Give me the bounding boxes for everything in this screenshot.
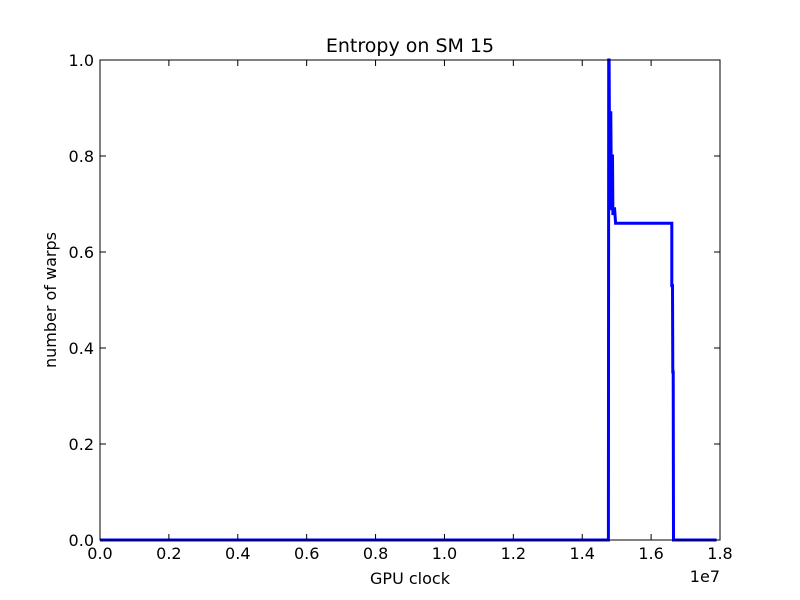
- y-tick-label: 1.0: [69, 51, 94, 70]
- x-axis-offset-label: 1e7: [690, 567, 720, 586]
- y-axis: 0.0 0.2 0.4 0.6 0.8 1.0: [69, 51, 720, 550]
- x-axis: 0.0 0.2 0.4 0.6 0.8 1.0 1.2 1.4 1.6 1.8: [87, 60, 733, 563]
- y-tick-label: 0.0: [69, 531, 94, 550]
- y-tick-label: 0.4: [69, 339, 94, 358]
- series-layer: [100, 58, 717, 542]
- x-tick-label: 1.4: [569, 544, 594, 563]
- x-tick-label: 0.2: [156, 544, 181, 563]
- x-tick-label: 1.2: [501, 544, 526, 563]
- x-tick-label: 0.8: [363, 544, 388, 563]
- plot-frame: [99, 59, 721, 541]
- x-tick-label: 1.6: [638, 544, 663, 563]
- y-tick-label: 0.2: [69, 435, 94, 454]
- plot-area: [100, 60, 720, 540]
- chart-title: Entropy on SM 15: [326, 35, 494, 57]
- x-tick-label: 0.4: [225, 544, 250, 563]
- x-tick-label: 1.0: [432, 544, 457, 563]
- x-tick-label: 0.0: [87, 544, 112, 563]
- x-tick-label: 0.6: [294, 544, 319, 563]
- y-tick-label: 0.8: [69, 147, 94, 166]
- x-axis-title: GPU clock: [370, 569, 451, 588]
- series-line-0: [100, 58, 717, 542]
- y-axis-title: number of warps: [41, 232, 60, 368]
- x-tick-label: 1.8: [707, 544, 732, 563]
- y-tick-label: 0.6: [69, 243, 94, 262]
